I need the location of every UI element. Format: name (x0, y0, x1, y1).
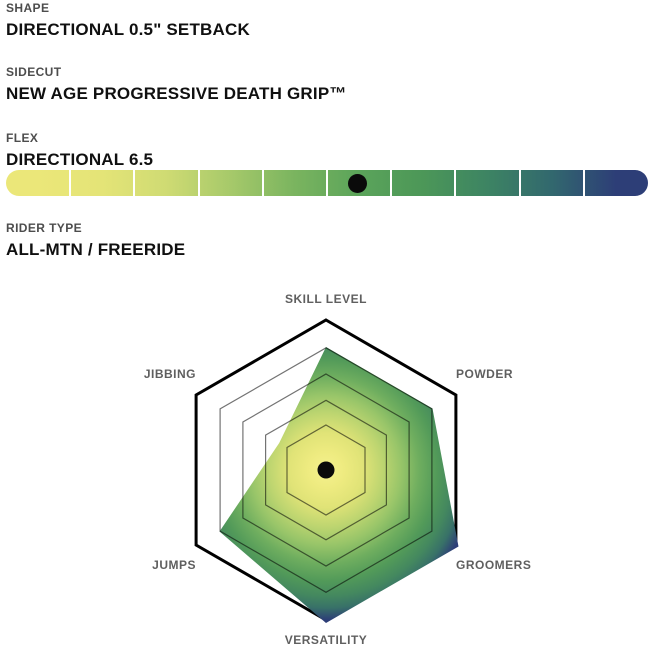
flex-bar-segment-gap (326, 170, 328, 196)
sidecut-label: SIDECUT (6, 65, 62, 79)
shape-value: DIRECTIONAL 0.5" SETBACK (6, 20, 250, 39)
radar-grid-ring (265, 399, 387, 541)
radar-chart-container: SKILL LEVEL POWDER GROOMERS VERSATILITY … (0, 285, 654, 662)
radar-center-dot (317, 461, 335, 479)
flex-bar-segment-gap (518, 170, 521, 196)
rider-type-label: RIDER TYPE (6, 221, 83, 235)
shape-label: SHAPE (6, 1, 50, 15)
radar-grid-ring (242, 373, 410, 567)
axis-label-powder: POWDER (456, 367, 513, 381)
axis-label-skill-level: SKILL LEVEL (285, 292, 367, 306)
flex-bar-segment-gap (69, 170, 72, 196)
flex-bar-segment-gap (197, 170, 200, 196)
sidecut-section: SIDECUT NEW AGE PROGRESSIVE DEATH GRIP™ (6, 65, 347, 104)
flex-bar-segment-gap (390, 170, 393, 196)
shape-section: SHAPE DIRECTIONAL 0.5" SETBACK (6, 1, 250, 40)
flex-bar-segment-gap (261, 170, 264, 196)
rider-type-section: RIDER TYPE ALL-MTN / FREERIDE (6, 221, 186, 260)
flex-bar-segment-gap (454, 170, 457, 196)
axis-label-jibbing: JIBBING (144, 367, 196, 381)
flex-value: DIRECTIONAL 6.5 (6, 150, 154, 169)
radar-geometry (194, 318, 459, 623)
flex-gradient-bar (6, 170, 648, 196)
flex-bar-segment-gap (133, 170, 136, 196)
flex-section: FLEX DIRECTIONAL 6.5 (6, 131, 154, 170)
radar-grid-ring (286, 424, 366, 516)
axis-label-jumps: JUMPS (152, 558, 196, 572)
axis-label-groomers: GROOMERS (456, 558, 531, 572)
flex-indicator-dot (348, 173, 368, 193)
sidecut-value: NEW AGE PROGRESSIVE DEATH GRIP™ (6, 84, 347, 103)
flex-bar-segment-gap (582, 170, 585, 196)
axis-label-versatility: VERSATILITY (285, 633, 368, 647)
radar-grid-ring (219, 347, 433, 593)
flex-label: FLEX (6, 131, 39, 145)
radar-chart: SKILL LEVEL POWDER GROOMERS VERSATILITY … (144, 292, 531, 647)
rider-type-value: ALL-MTN / FREERIDE (6, 240, 186, 259)
